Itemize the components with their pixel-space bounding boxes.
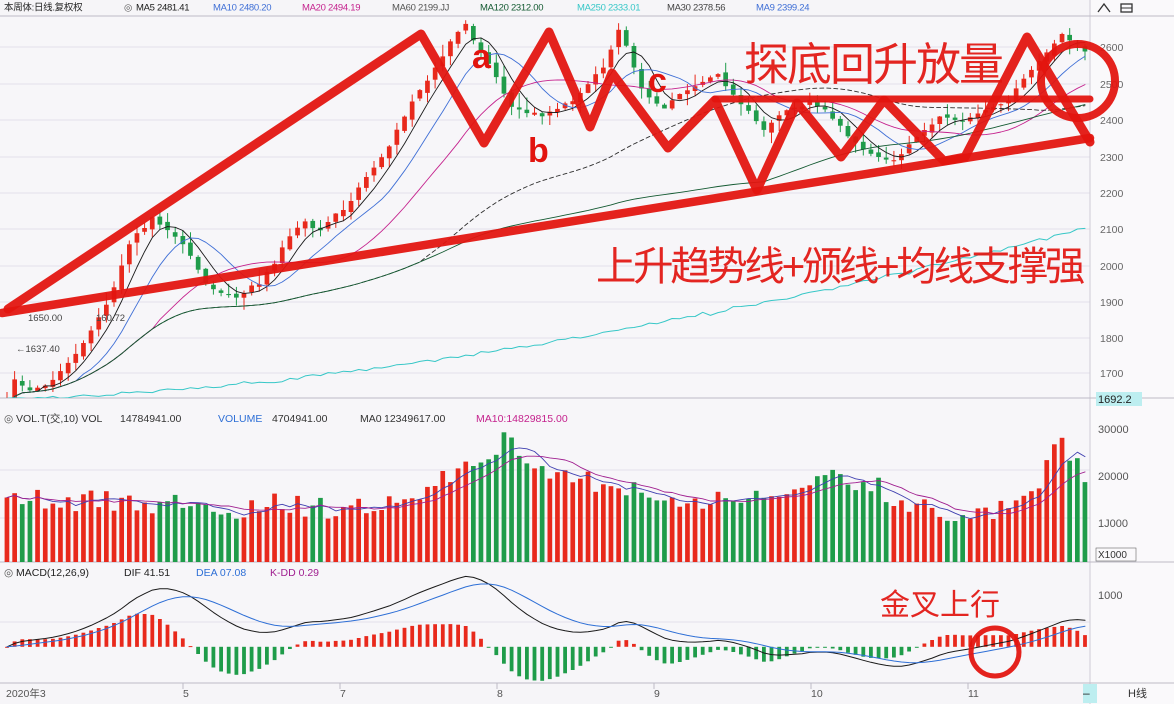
svg-text:1J000: 1J000 <box>1098 518 1128 530</box>
svg-text:1650.00: 1650.00 <box>28 313 62 324</box>
svg-text:MA30 2378.56: MA30 2378.56 <box>667 3 725 14</box>
svg-text:2020年3: 2020年3 <box>6 687 46 700</box>
svg-text:2200: 2200 <box>1100 188 1124 200</box>
svg-text:MA9 2399.24: MA9 2399.24 <box>756 3 809 14</box>
svg-text:b: b <box>528 132 549 170</box>
svg-text:11: 11 <box>968 688 979 700</box>
svg-text:DEA 07.08: DEA 07.08 <box>196 567 246 579</box>
svg-text:1000: 1000 <box>1098 590 1122 602</box>
svg-text:1900: 1900 <box>1100 297 1124 309</box>
svg-text:2000: 2000 <box>1100 261 1124 273</box>
svg-text:金叉上行: 金叉上行 <box>880 589 1000 622</box>
svg-text:30000: 30000 <box>1098 424 1129 436</box>
svg-text:探底回升放量: 探底回升放量 <box>744 39 1002 90</box>
svg-text:MA10:14829815.00: MA10:14829815.00 <box>476 413 568 425</box>
svg-text:MA60 2199.JJ: MA60 2199.JJ <box>392 3 450 14</box>
svg-text:2100: 2100 <box>1100 224 1124 236</box>
svg-text:8: 8 <box>497 688 503 700</box>
svg-text:上升趋势线+颁线+均线支撑强: 上升趋势线+颁线+均线支撑强 <box>596 245 1084 289</box>
svg-text:7: 7 <box>340 688 346 700</box>
svg-text:5: 5 <box>183 688 189 700</box>
svg-text:H线: H线 <box>1128 686 1147 700</box>
svg-text:2400: 2400 <box>1100 115 1124 127</box>
svg-text:20000: 20000 <box>1098 471 1129 483</box>
svg-text:VOLUME: VOLUME <box>218 413 262 425</box>
svg-text:4704941.00: 4704941.00 <box>272 413 328 425</box>
svg-text:◎: ◎ <box>4 567 13 579</box>
svg-text:1800: 1800 <box>1100 333 1124 345</box>
svg-text:MACD(12,26,9): MACD(12,26,9) <box>16 567 89 579</box>
svg-text:X1000: X1000 <box>1098 550 1127 561</box>
svg-text:12349617.00: 12349617.00 <box>384 413 445 425</box>
svg-text:K-DD 0.29: K-DD 0.29 <box>270 567 319 579</box>
svg-text:VOL.T(交,10) VOL: VOL.T(交,10) VOL <box>16 412 103 425</box>
svg-text:本周体:日线.复权权: 本周体:日线.复权权 <box>4 2 83 14</box>
svg-text:9: 9 <box>654 688 660 700</box>
svg-text:DIF 41.51: DIF 41.51 <box>124 567 170 579</box>
svg-text:1692.2: 1692.2 <box>1098 394 1132 406</box>
svg-text:◎: ◎ <box>124 3 133 14</box>
svg-text:14784941.00: 14784941.00 <box>120 413 181 425</box>
svg-text:a: a <box>472 38 492 76</box>
svg-text:MA20 2494.19: MA20 2494.19 <box>302 3 360 14</box>
svg-text:10: 10 <box>811 688 823 700</box>
svg-text:MA120 2312.00: MA120 2312.00 <box>480 3 543 14</box>
svg-text:1700: 1700 <box>1100 368 1124 380</box>
svg-text:MA0: MA0 <box>360 413 382 425</box>
svg-text:c: c <box>648 62 667 100</box>
svg-text:160.72: 160.72 <box>96 313 125 324</box>
svg-text:MA10 2480.20: MA10 2480.20 <box>213 3 271 14</box>
svg-text:MA5 2481.41: MA5 2481.41 <box>136 3 189 14</box>
svg-text:–: – <box>1083 686 1090 700</box>
svg-text:←1637.40: ←1637.40 <box>16 344 60 355</box>
svg-text:◎: ◎ <box>4 413 13 425</box>
svg-text:2300: 2300 <box>1100 152 1124 164</box>
svg-text:MA250 2333.01: MA250 2333.01 <box>577 3 640 14</box>
